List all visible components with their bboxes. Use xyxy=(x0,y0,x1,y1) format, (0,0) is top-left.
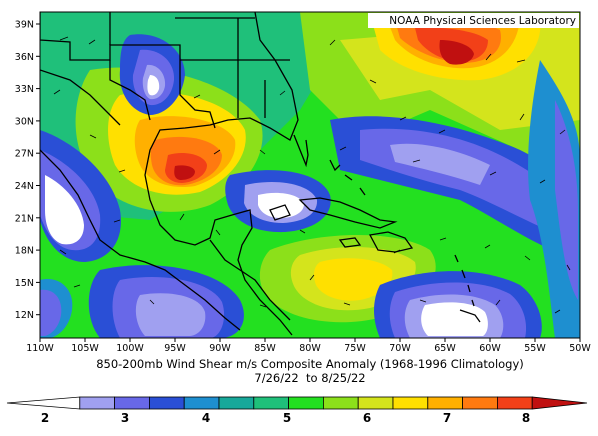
credit-label: NOAA Physical Sciences Laboratory xyxy=(368,13,579,28)
colorbar-swatch xyxy=(427,396,463,410)
y-tick-label: 18N xyxy=(15,246,34,257)
colorbar-label: 6 xyxy=(363,411,371,425)
wind-vectors xyxy=(53,36,571,314)
caption-dates: 7/26/22 to 8/25/22 xyxy=(254,371,365,385)
y-tick-label: 30N xyxy=(15,116,34,127)
y-tick-label: 15N xyxy=(15,278,34,289)
y-axis-ticks: 39N 36N 33N 30N 27N 24N 21N 18N 15N 12N xyxy=(15,20,40,321)
colorbar-swatch xyxy=(392,396,429,410)
colorbar-label: 4 xyxy=(202,411,210,425)
colorbar-swatch xyxy=(288,396,324,410)
y-tick-label: 24N xyxy=(15,181,34,192)
x-tick-label: 100W xyxy=(116,343,144,354)
caption-title: 850-200mb Wind Shear m/s Composite Anoma… xyxy=(96,357,524,371)
colorbar-swatch xyxy=(462,396,498,410)
colorbar-swatch xyxy=(253,396,290,410)
x-tick-label: 95W xyxy=(164,343,186,354)
y-tick-label: 33N xyxy=(15,84,34,95)
svg-text:NOAA Physical Sciences Laborat: NOAA Physical Sciences Laboratory xyxy=(389,15,576,27)
colorbar-swatch xyxy=(531,396,588,410)
shaded-field xyxy=(40,12,580,338)
y-tick-label: 12N xyxy=(15,310,34,321)
colorbar-label: 8 xyxy=(522,411,530,425)
colorbar-swatch xyxy=(79,396,116,410)
colorbar-swatch xyxy=(218,396,255,410)
y-tick-label: 39N xyxy=(15,20,34,31)
x-tick-label: 90W xyxy=(209,343,231,354)
colorbar-swatch xyxy=(6,396,81,410)
y-tick-label: 27N xyxy=(15,149,34,160)
x-tick-label: 50W xyxy=(569,343,591,354)
x-tick-label: 70W xyxy=(389,343,411,354)
x-axis-ticks: 110W 105W 100W 95W 90W 85W 80W 75W 70W 65W 60W 55W 5… xyxy=(26,338,591,354)
x-tick-label: 110W xyxy=(26,343,54,354)
y-tick-label: 36N xyxy=(15,52,34,63)
x-tick-label: 105W xyxy=(71,343,99,354)
colorbar-swatch xyxy=(183,396,220,410)
colorbar-swatch xyxy=(496,396,533,410)
colorbar-swatch xyxy=(114,396,150,410)
colorbar-labels: 2 3 4 5 6 7 8 xyxy=(41,411,530,425)
x-tick-label: 85W xyxy=(254,343,276,354)
y-tick-label: 21N xyxy=(15,213,34,224)
colorbar-swatch xyxy=(322,396,359,410)
x-tick-label: 65W xyxy=(434,343,456,354)
x-tick-label: 60W xyxy=(479,343,501,354)
colorbar-label: 2 xyxy=(41,411,49,425)
coastlines xyxy=(40,12,481,336)
x-tick-label: 55W xyxy=(524,343,546,354)
x-tick-label: 80W xyxy=(299,343,321,354)
colorbar-swatch xyxy=(148,396,185,410)
colorbar-swatch xyxy=(357,396,394,410)
colorbar xyxy=(6,396,588,410)
x-tick-label: 75W xyxy=(344,343,366,354)
colorbar-label: 3 xyxy=(121,411,129,425)
colorbar-label: 5 xyxy=(283,411,291,425)
colorbar-label: 7 xyxy=(443,411,451,425)
